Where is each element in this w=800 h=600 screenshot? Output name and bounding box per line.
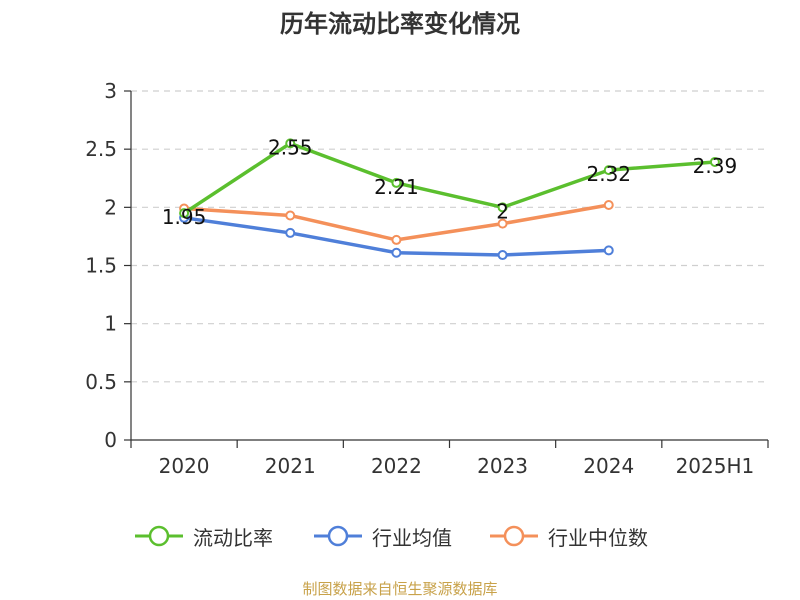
y-tick-label: 0.5 [85, 370, 117, 394]
data-point [391, 247, 402, 258]
legend-marker-industry-median [490, 525, 538, 547]
x-tick-label: 2025H1 [676, 454, 755, 478]
legend-marker-current-ratio [135, 525, 183, 547]
data-point [709, 156, 720, 167]
data-label: 2.21 [374, 175, 419, 199]
legend-label-industry-median: 行业中位数 [548, 525, 648, 550]
data-point [391, 234, 402, 245]
data-label: 2.39 [693, 154, 738, 178]
y-tick-label: 0 [104, 428, 117, 452]
data-point [285, 138, 296, 149]
legend-label-current-ratio: 流动比率 [193, 525, 273, 550]
legend-item-industry-mean[interactable]: 行业均值 [312, 518, 452, 554]
data-point [391, 177, 402, 188]
x-tick-label: 2024 [583, 454, 634, 478]
data-point [497, 218, 508, 229]
data-label: 2.55 [268, 135, 313, 159]
x-tick-label: 2021 [265, 454, 316, 478]
data-point [603, 200, 614, 211]
chart-title: 历年流动比率变化情况 [280, 10, 520, 38]
y-tick-label: 2 [104, 195, 117, 219]
legend: 流动比率 行业均值 行业中位数 [0, 518, 800, 554]
legend-item-industry-median[interactable]: 行业中位数 [488, 518, 648, 554]
y-tick-label: 1.5 [85, 254, 117, 278]
series-line [183, 141, 716, 215]
data-point [285, 210, 296, 221]
line-chart: 0 0.5 1 1.5 2 2.5 3 2020 2021 2022 2023 2024 2025H1 1… [85, 79, 769, 478]
y-tick-label: 1 [104, 312, 117, 336]
data-point [603, 165, 614, 176]
legend-item-current-ratio[interactable]: 流动比率 [133, 518, 273, 554]
data-point [497, 250, 508, 261]
data-point [603, 245, 614, 256]
legend-marker-industry-mean [314, 525, 362, 547]
data-label: 1.95 [162, 205, 207, 229]
data-label: 2.32 [586, 162, 631, 186]
y-tick-label: 2.5 [85, 137, 117, 161]
data-point [179, 208, 190, 219]
x-tick-label: 2023 [477, 454, 528, 478]
legend-label-industry-mean: 行业均值 [372, 525, 452, 550]
y-tick-label: 3 [104, 79, 117, 103]
data-point [285, 227, 296, 238]
data-point [497, 202, 508, 213]
data-label: 2 [496, 199, 509, 223]
series-line [183, 203, 610, 242]
x-tick-label: 2020 [159, 454, 210, 478]
x-tick-label: 2022 [371, 454, 422, 478]
source-note: 制图数据来自恒生聚源数据库 [302, 580, 498, 598]
